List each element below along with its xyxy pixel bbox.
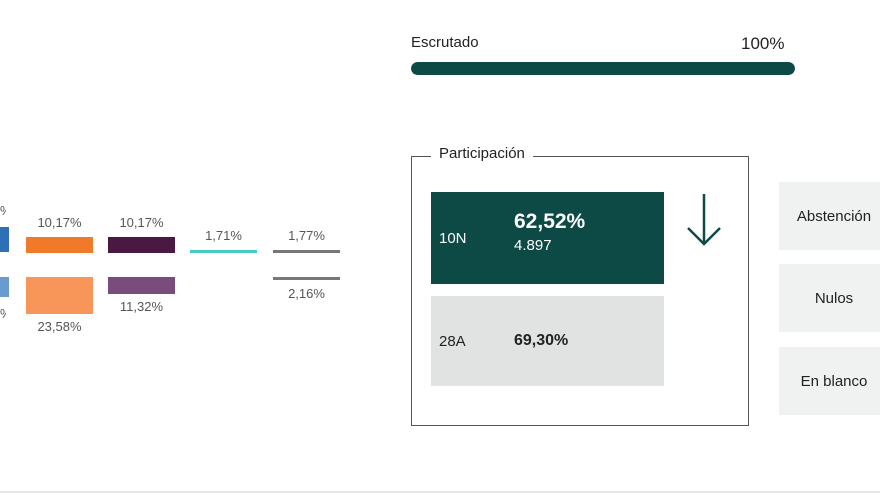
participation-panel xyxy=(411,156,749,426)
participation-current-row: 10N 62,52% 4.897 xyxy=(431,192,664,284)
party-orange-bottom-pct: 23,58% xyxy=(37,319,82,334)
null-votes-label: Nulos xyxy=(814,289,854,307)
party-orange-top-pct: 10,17% xyxy=(37,215,82,230)
participation-title: Participación xyxy=(431,145,533,162)
blank-votes-label: En blanco xyxy=(800,372,868,390)
abstention-label: Abstención xyxy=(796,207,872,225)
party-bar-blue-top xyxy=(0,227,9,252)
party-bar-blue-top-label-fragment: % xyxy=(0,203,6,218)
scrutiny-progress-bar xyxy=(411,62,795,75)
participation-current-percent: 62,52% xyxy=(514,210,586,233)
party-bar-blue-bottom-label-fragment: % xyxy=(0,306,6,321)
scrutiny-value: 100% xyxy=(741,34,785,53)
party-bar-gray-bottom xyxy=(273,277,340,280)
participation-current-votes: 4.897 xyxy=(514,237,552,254)
participation-previous-percent: 69,30% xyxy=(514,332,569,349)
blank-votes-button[interactable]: En blanco xyxy=(779,347,880,415)
abstention-button[interactable]: Abstención xyxy=(779,182,880,250)
participation-previous-row: 28A 69,30% xyxy=(431,296,664,386)
scrutiny-progress-fill xyxy=(411,62,795,75)
party-purple-bottom-pct: 11,32% xyxy=(119,299,164,314)
bottom-divider xyxy=(0,491,880,493)
party-bar-purple-top xyxy=(108,237,175,253)
arrow-down-icon xyxy=(686,192,722,253)
party-teal-top-pct: 1,71% xyxy=(205,228,242,243)
participation-previous-label: 28A xyxy=(439,333,466,350)
party-gray-bottom-pct: 2,16% xyxy=(288,286,325,301)
party-gray-top-pct: 1,77% xyxy=(288,228,325,243)
participation-current-label: 10N xyxy=(439,230,467,247)
party-bar-orange-top xyxy=(26,237,93,253)
party-purple-top-pct: 10,17% xyxy=(119,215,164,230)
null-votes-button[interactable]: Nulos xyxy=(779,264,880,332)
party-bar-blue-bottom xyxy=(0,277,9,297)
scrutiny-label: Escrutado xyxy=(411,34,479,51)
party-bar-orange-bottom xyxy=(26,277,93,314)
party-bar-teal-top xyxy=(190,250,257,253)
party-bar-gray-top xyxy=(273,250,340,253)
party-bar-purple-bottom xyxy=(108,277,175,294)
